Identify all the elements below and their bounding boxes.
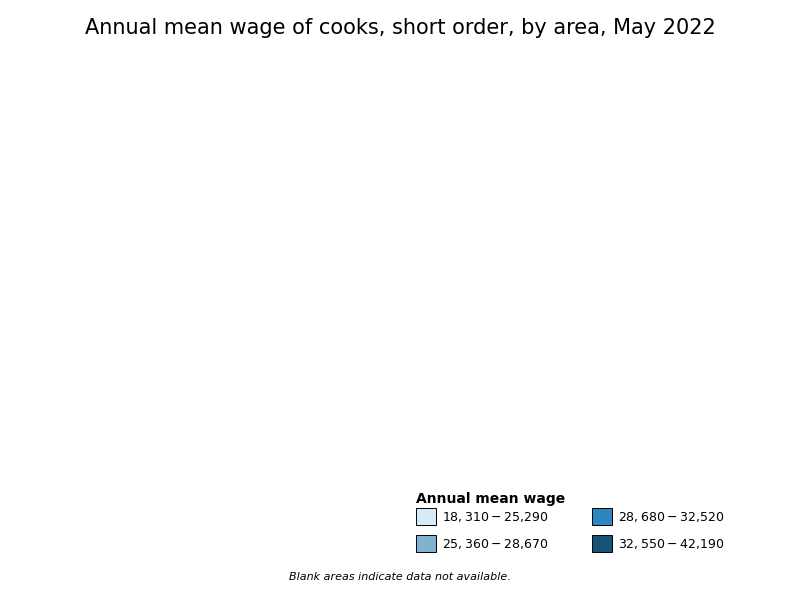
Text: Annual mean wage of cooks, short order, by area, May 2022: Annual mean wage of cooks, short order, …	[85, 18, 715, 38]
Text: $32,550 - $42,190: $32,550 - $42,190	[618, 536, 725, 551]
Text: $18,310 - $25,290: $18,310 - $25,290	[442, 509, 549, 524]
Text: Annual mean wage: Annual mean wage	[416, 492, 566, 506]
Text: $28,680 - $32,520: $28,680 - $32,520	[618, 509, 725, 524]
Text: $25,360 - $28,670: $25,360 - $28,670	[442, 536, 549, 551]
Text: Blank areas indicate data not available.: Blank areas indicate data not available.	[289, 572, 511, 582]
